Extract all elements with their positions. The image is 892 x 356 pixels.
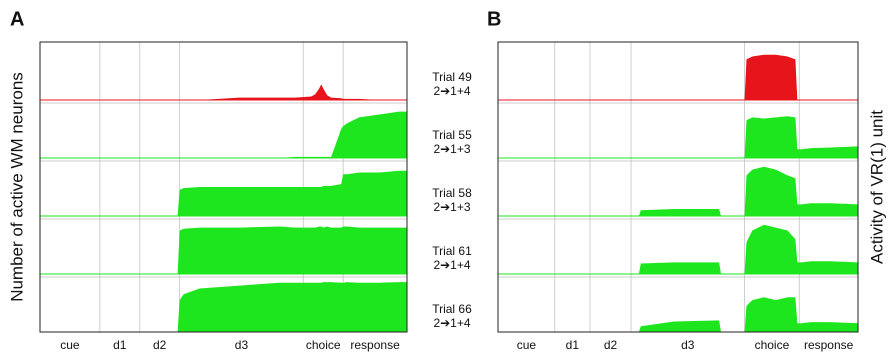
activity-area [40,170,407,216]
trial-name: Trial 58 [432,186,472,200]
x-tick-label: d3 [681,338,695,352]
activity-area [40,84,407,100]
plot-frame [497,41,859,333]
x-tick-label: d3 [235,338,249,352]
x-tick-label: d1 [113,338,127,352]
activity-area [498,224,858,274]
activity-area [498,54,858,100]
panel-label: A [10,8,24,30]
x-tick-label: choice [755,338,790,352]
x-tick-label: response [804,338,854,352]
trial-name: Trial 55 [432,128,472,142]
panel-label: B [487,8,501,30]
y-axis-label: Number of active WM neurons [7,72,26,302]
trial-name: Trial 66 [432,302,472,316]
trial-sequence: 2➔1+3 [433,200,470,214]
x-tick-label: d2 [604,338,618,352]
trial-name: Trial 49 [432,70,472,84]
x-tick-label: cue [517,338,537,352]
x-tick-label: response [350,338,400,352]
activity-area [40,226,407,274]
trial-name: Trial 61 [432,244,472,258]
x-tick-label: cue [60,338,80,352]
x-tick-label: d2 [153,338,167,352]
x-tick-label: choice [306,338,341,352]
trial-sequence: 2➔1+3 [433,142,470,156]
activity-area [498,116,858,158]
activity-area [40,111,407,158]
trial-sequence: 2➔1+4 [433,84,470,98]
activity-area [498,166,858,216]
y-axis-label: Activity of VR(1) unit [867,110,886,264]
plot-frame [39,41,408,333]
activity-area [40,282,407,332]
activity-area [498,297,858,332]
x-tick-label: d1 [566,338,580,352]
trial-sequence: 2➔1+4 [433,316,470,330]
trial-sequence: 2➔1+4 [433,258,470,272]
